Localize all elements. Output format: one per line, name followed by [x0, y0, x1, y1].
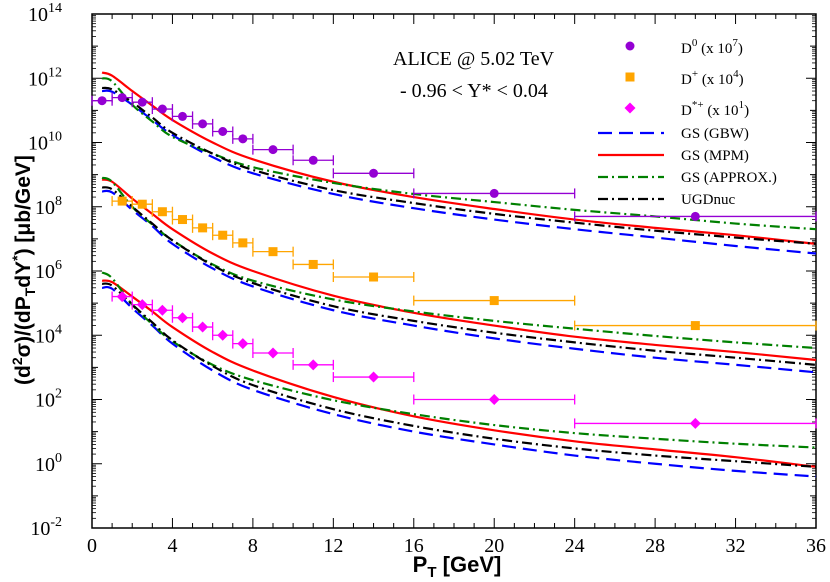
data-point [489, 296, 499, 306]
data-point [268, 145, 278, 155]
data-point [178, 111, 187, 121]
curve-gs-approx-group-2 [101, 176, 817, 350]
y-tick-label: 102 [35, 387, 62, 412]
legend-marker [625, 41, 635, 51]
data-point [197, 321, 209, 333]
data-point [308, 155, 318, 165]
x-tick-label: 4 [167, 535, 177, 557]
data-point [238, 238, 248, 248]
data-point [307, 359, 319, 371]
data-point [117, 196, 127, 206]
data-point [689, 417, 701, 429]
data-point [218, 126, 228, 136]
data-point [217, 329, 229, 341]
data-point [116, 291, 128, 303]
data-point [198, 223, 208, 233]
y-tick-label: 106 [35, 258, 62, 283]
y-tick-label: 1012 [28, 65, 62, 90]
curve-ugdnuc-group-3 [101, 282, 817, 468]
legend-label: D*+ (x 101) [681, 99, 749, 119]
data-points [91, 92, 817, 429]
data-point [489, 188, 499, 198]
y-tick-label: 1014 [28, 1, 62, 26]
data-point [97, 96, 107, 106]
data-point [268, 247, 278, 257]
legend-label: GS (GBW) [681, 126, 749, 142]
y-tick-label: 100 [35, 451, 62, 476]
data-point [267, 347, 279, 359]
legend: D0 (x 107) D+ (x 104) D*+ (x 101) GS (GBW) G… [598, 37, 777, 208]
data-point [368, 371, 380, 383]
legend-label: GS (APPROX.) [681, 170, 777, 186]
curve-ugdnuc-group-2 [101, 186, 817, 366]
data-point [157, 207, 167, 217]
x-tick-label: 36 [806, 535, 826, 557]
data-point [137, 97, 147, 107]
curve-gs-gbw-group-3 [101, 285, 817, 478]
legend-label: D+ (x 104) [681, 68, 744, 88]
annotation-rapidity: - 0.96 < Y* < 0.04 [400, 80, 548, 102]
annotation: ALICE @ 5.02 TeV - 0.96 < Y* < 0.04 [393, 48, 555, 102]
data-point [136, 299, 148, 311]
y-axis-title: (d2σ)/(dPTdY*) [μb/GeV] [9, 155, 38, 385]
x-tick-label: 0 [87, 535, 97, 557]
legend-marker [625, 72, 635, 82]
curve-gs-mpm-group-3 [101, 279, 817, 468]
curve-gs-mpm-group-1 [101, 71, 817, 245]
data-point [178, 215, 187, 225]
data-point [137, 199, 147, 209]
data-point [237, 338, 249, 350]
curve-gs-gbw-group-2 [101, 189, 817, 374]
x-tick-label: 16 [404, 535, 424, 557]
x-tick-label: 20 [484, 535, 504, 557]
curve-ugdnuc-group-1 [101, 86, 817, 245]
legend-label: D0 (x 107) [681, 37, 743, 57]
data-point [156, 304, 168, 316]
data-point [308, 259, 318, 269]
axes: 0 4 8 12 16 20 24 28 32 36 10-2 100 102 104 106 108 1010… [28, 1, 826, 557]
x-tick-label: 8 [248, 535, 258, 557]
y-tick-label: 108 [35, 194, 62, 219]
legend-label: GS (MPM) [681, 148, 749, 164]
x-tick-label: 32 [726, 535, 746, 557]
data-point [198, 119, 208, 129]
data-point [690, 321, 700, 331]
data-point [690, 211, 700, 221]
y-tick-label: 1010 [28, 130, 62, 155]
data-point [177, 312, 188, 324]
x-tick-label: 12 [323, 535, 343, 557]
legend-marker [624, 102, 636, 114]
y-tick-label: 104 [35, 322, 62, 347]
data-point [157, 104, 167, 114]
x-tick-label: 28 [645, 535, 665, 557]
annotation-energy: ALICE @ 5.02 TeV [393, 48, 555, 70]
data-point [488, 394, 500, 405]
x-axis-title: PT [GeV] [413, 552, 502, 581]
data-point [218, 230, 228, 240]
data-point [117, 93, 127, 103]
data-point [369, 272, 379, 282]
legend-label: UGDnuc [681, 192, 735, 208]
data-point [369, 168, 379, 178]
y-tick-label: 10-2 [30, 515, 62, 540]
data-point [238, 134, 248, 144]
curve-gs-approx-group-3 [101, 271, 817, 449]
x-tick-label: 24 [565, 535, 585, 557]
